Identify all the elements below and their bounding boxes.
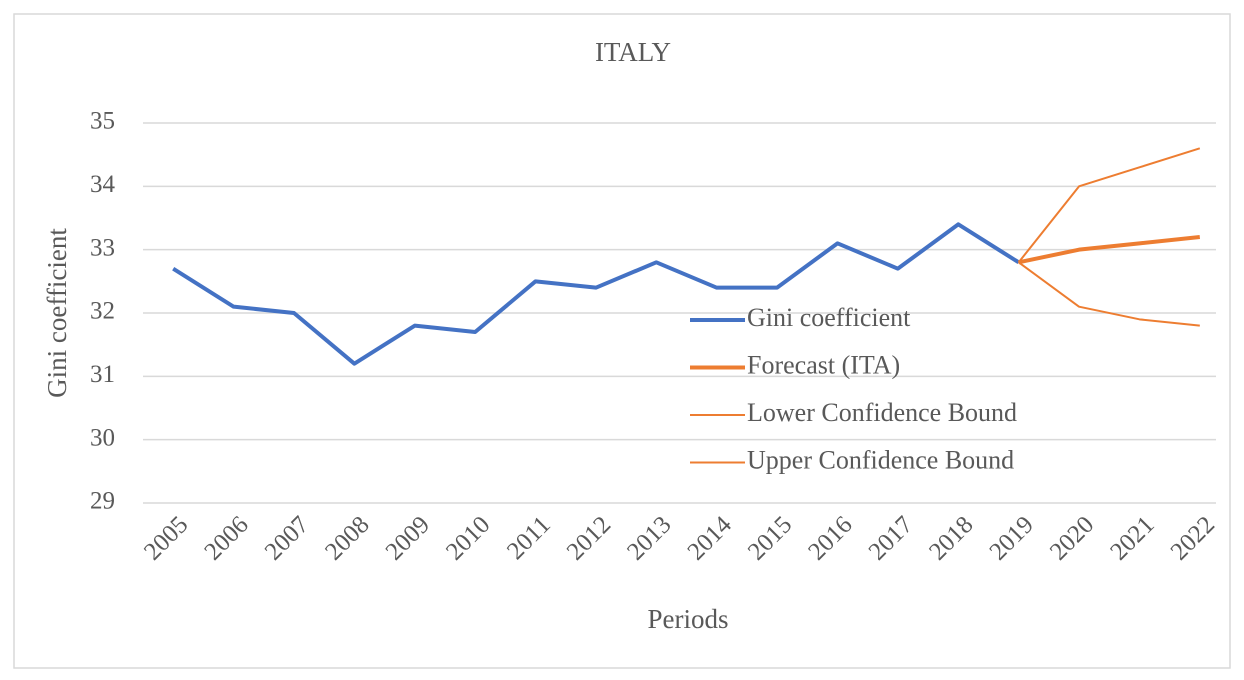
series-line xyxy=(1017,147,1201,263)
legend-label: Gini coefficient xyxy=(747,303,911,332)
y-tick-label: 33 xyxy=(90,234,115,261)
series-line xyxy=(1018,261,1200,327)
series-line xyxy=(1018,235,1201,265)
legend-label: Forecast (ITA) xyxy=(747,350,900,379)
legend-label: Lower Confidence Bound xyxy=(747,398,1017,427)
y-tick-label: 35 xyxy=(90,108,115,135)
y-tick-label: 34 xyxy=(90,171,116,198)
y-tick-label: 30 xyxy=(90,424,115,451)
y-tick-label: 31 xyxy=(90,361,115,388)
y-tick-label: 29 xyxy=(90,488,115,515)
legend-label: Upper Confidence Bound xyxy=(747,445,1014,474)
y-axis-label: Gini coefficient xyxy=(42,228,72,398)
chart-title: ITALY xyxy=(595,37,671,67)
series-line xyxy=(172,222,1020,366)
chart-frame xyxy=(13,13,1231,669)
x-axis-label: Periods xyxy=(648,604,729,634)
y-tick-label: 32 xyxy=(90,298,115,325)
